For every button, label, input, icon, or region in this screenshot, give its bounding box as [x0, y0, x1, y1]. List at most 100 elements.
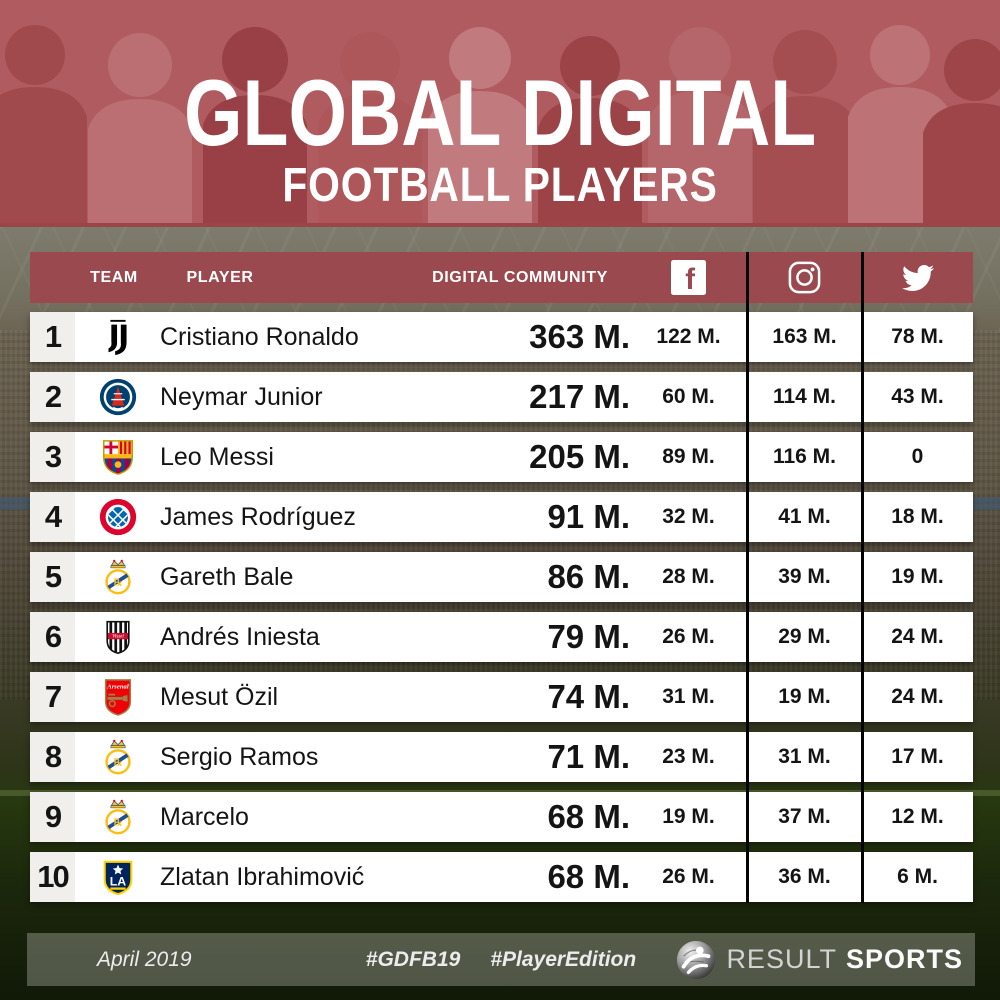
facebook-value: 26 M. [662, 625, 715, 648]
player-name: Mesut Özil [160, 682, 279, 711]
table-row: 7 Arsenal Mesut Özil 74 M. 31 M. 19 M. 2… [30, 672, 973, 722]
twitter-value: 12 M. [891, 805, 944, 828]
team-logo-bayern [75, 492, 160, 542]
instagram-value: 29 M. [778, 625, 831, 648]
footer-bar: April 2019 #GDFB19 #PlayerEdition RESULT… [27, 933, 975, 986]
table-row: 5 ℞ Gareth Bale 86 M. 28 M. 39 M. 19 M. [30, 552, 973, 602]
twitter-value: 17 M. [891, 745, 944, 768]
instagram-value: 36 M. [778, 865, 831, 888]
team-logo-juventus [75, 312, 160, 362]
svg-text:℞: ℞ [113, 578, 122, 589]
hero-banner: GLOBAL DIGITAL FOOTBALL PLAYERS [0, 0, 1000, 227]
table-row: 8 ℞ Sergio Ramos 71 M. 23 M. 31 M. 17 M. [30, 732, 973, 782]
hashtags: #GDFB19 #PlayerEdition [27, 933, 975, 986]
rank-cell: 8 [30, 732, 75, 782]
twitter-value: 43 M. [891, 385, 944, 408]
facebook-value: 26 M. [662, 865, 715, 888]
facebook-icon: f [630, 252, 747, 303]
community-value: 91 M. [547, 498, 630, 535]
player-name: Gareth Bale [160, 562, 294, 591]
twitter-value: 6 M. [897, 865, 938, 888]
player-name: Leo Messi [160, 442, 274, 471]
community-value: 86 M. [547, 558, 630, 595]
twitter-value: 24 M. [891, 685, 944, 708]
twitter-value: 19 M. [891, 565, 944, 588]
facebook-value: 60 M. [662, 385, 715, 408]
team-logo-real-madrid: ℞ [75, 792, 160, 842]
twitter-value: 24 M. [891, 625, 944, 648]
table-row: 6 Vissel Andrés Iniesta 79 M. 26 M. 29 M… [30, 612, 973, 662]
facebook-value: 23 M. [662, 745, 715, 768]
twitter-value: 78 M. [891, 325, 944, 348]
player-name: James Rodríguez [160, 502, 356, 531]
facebook-value: 122 M. [656, 325, 721, 348]
team-logo-arsenal: Arsenal [75, 672, 160, 722]
table-row: 9 ℞ Marcelo 68 M. 19 M. 37 M. 12 M. [30, 792, 973, 842]
hashtag-gdfb19: #GDFB19 [365, 947, 461, 971]
facebook-value: 32 M. [662, 505, 715, 528]
team-logo-barcelona [75, 432, 160, 482]
rank-cell: 9 [30, 792, 75, 842]
community-value: 205 M. [529, 438, 630, 475]
community-value: 74 M. [547, 678, 630, 715]
player-name: Zlatan Ibrahimović [160, 862, 365, 891]
table-header: TEAM PLAYER DIGITAL COMMUNITY f [30, 252, 973, 303]
instagram-icon [747, 252, 862, 303]
table-row: 3 Leo Messi 205 M. 89 M. 116 M. 0 [30, 432, 973, 482]
hashtag-player-edition: #PlayerEdition [490, 947, 637, 971]
date-label: April 2019 [97, 947, 192, 971]
player-name: Sergio Ramos [160, 742, 319, 771]
rank-cell: 6 [30, 612, 75, 662]
table-row: 4 James Rodríguez 91 M. 32 M. 41 M. 18 M… [30, 492, 973, 542]
player-name: Neymar Junior [160, 382, 323, 411]
instagram-value: 19 M. [778, 685, 831, 708]
column-separator-line [746, 252, 749, 903]
column-header-digital-community: DIGITAL COMMUNITY [432, 268, 608, 286]
rank-cell: 3 [30, 432, 75, 482]
instagram-value: 31 M. [778, 745, 831, 768]
svg-text:Vissel: Vissel [112, 635, 124, 640]
instagram-value: 37 M. [778, 805, 831, 828]
svg-text:f: f [685, 264, 695, 295]
community-value: 217 M. [529, 378, 630, 415]
player-name: Andrés Iniesta [160, 622, 320, 651]
team-logo-la-galaxy: LA [75, 852, 160, 902]
team-logo-real-madrid: ℞ [75, 552, 160, 602]
player-name: Cristiano Ronaldo [160, 322, 359, 351]
page-subtitle: FOOTBALL PLAYERS [282, 159, 718, 212]
rank-cell: 1 [30, 312, 75, 362]
rank-cell: 2 [30, 372, 75, 422]
table-row: 10 LA Zlatan Ibrahimović 68 M. 26 M. 36 … [30, 852, 973, 902]
twitter-value: 18 M. [891, 505, 944, 528]
team-logo-psg [75, 372, 160, 422]
rank-cell: 10 [30, 852, 75, 902]
instagram-value: 39 M. [778, 565, 831, 588]
instagram-value: 41 M. [778, 505, 831, 528]
svg-text:LA: LA [109, 875, 126, 889]
instagram-value: 163 M. [772, 325, 837, 348]
twitter-icon [862, 252, 973, 303]
column-header-player: PLAYER [186, 268, 254, 286]
table-row: 2 Neymar Junior 217 M. 60 M. 114 M. 43 M… [30, 372, 973, 422]
facebook-value: 19 M. [662, 805, 715, 828]
player-name: Marcelo [160, 802, 249, 831]
table-row: 1 Cristiano Ronaldo 363 M. 122 M. 163 M.… [30, 312, 973, 362]
svg-text:Arsenal: Arsenal [106, 683, 129, 690]
twitter-value: 0 [911, 445, 924, 468]
facebook-value: 28 M. [662, 565, 715, 588]
team-logo-vissel-kobe: Vissel [75, 612, 160, 662]
brand-sports-text: SPORTS [845, 944, 963, 974]
community-value: 363 M. [529, 318, 630, 355]
instagram-value: 114 M. [772, 385, 837, 408]
result-sports-logo: RESULT SPORTS [675, 933, 963, 986]
facebook-value: 31 M. [662, 685, 715, 708]
page-title: GLOBAL DIGITAL [183, 60, 817, 165]
players-photo-collage [0, 25, 1000, 223]
community-value: 68 M. [547, 798, 630, 835]
team-logo-real-madrid: ℞ [75, 732, 160, 782]
column-separator-line [861, 252, 864, 903]
rank-cell: 7 [30, 672, 75, 722]
rank-cell: 4 [30, 492, 75, 542]
svg-text:℞: ℞ [113, 758, 122, 769]
